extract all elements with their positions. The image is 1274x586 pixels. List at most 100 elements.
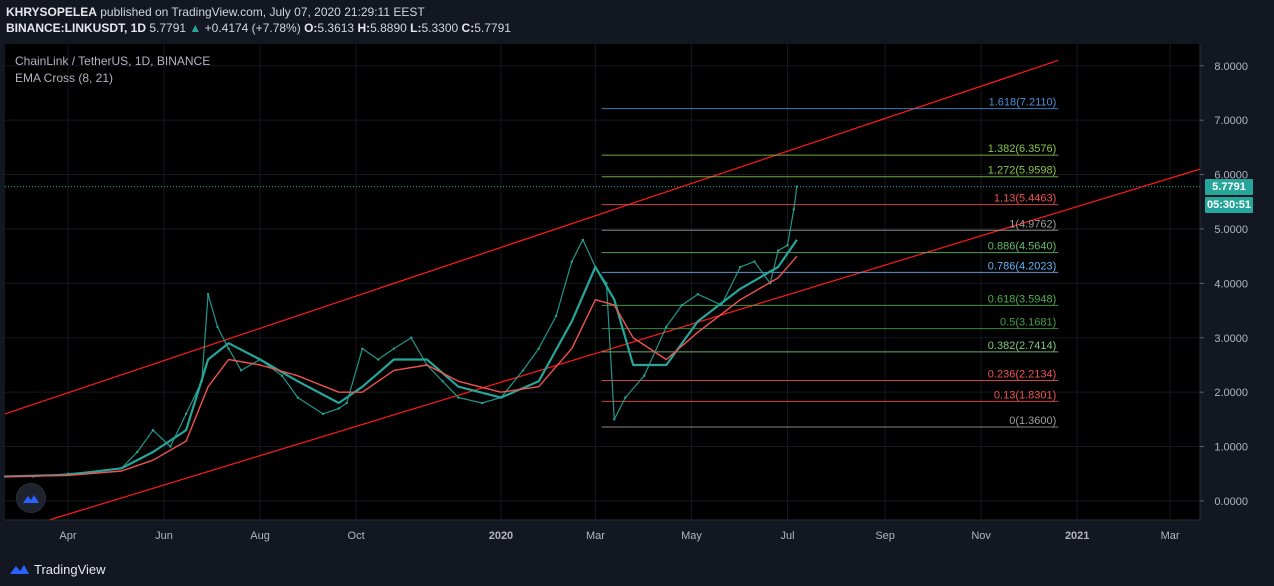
close-point — [613, 418, 616, 421]
close-point — [457, 396, 460, 399]
close-point — [280, 374, 284, 378]
fib-level-label: 0.886(4.5640) — [988, 241, 1057, 253]
x-tick-label: Mar — [586, 530, 605, 542]
close-point — [392, 347, 396, 350]
y-tick-label: 8.0000 — [1214, 61, 1248, 73]
y-tick-label: 3.0000 — [1214, 333, 1248, 345]
close-point — [795, 185, 799, 188]
publish-info: published on TradingView.com, July 07, 2… — [100, 5, 425, 19]
x-tick-label: Apr — [59, 530, 76, 542]
close-point — [537, 347, 540, 350]
price-axis[interactable]: 8.0000 7.0000 6.0000 5.0000 4.0000 3.0000 2.00… — [1199, 44, 1269, 552]
close-point — [680, 303, 684, 307]
close-point — [776, 249, 780, 252]
close-point — [570, 260, 573, 263]
last-value: 5.7791 — [149, 21, 187, 35]
x-tick-label: 2020 — [489, 530, 513, 542]
series-ema-21 — [4, 255, 798, 478]
close-point — [216, 325, 219, 329]
trendlines[interactable] — [4, 59, 1201, 521]
fib-level-label: 0.786(4.2023) — [988, 260, 1057, 272]
tradingview-logo-icon[interactable] — [8, 562, 29, 576]
high-value: 5.8890 — [370, 21, 407, 35]
legend-title[interactable]: ChainLink / TetherUS, 1D, BINANCE — [15, 54, 211, 68]
countdown-tag: 05:30:51 — [1205, 196, 1253, 213]
fib-level-label: 0.618(3.5948) — [988, 293, 1057, 305]
close-point — [786, 244, 789, 247]
x-tick-label: Jul — [780, 530, 794, 542]
open-label: O: — [304, 21, 318, 35]
close-label: C: — [461, 21, 475, 35]
y-tick-label: 4.0000 — [1214, 278, 1248, 290]
close-point — [753, 260, 756, 263]
ohlc-line: BINANCE:LINKUSDT, 1D 5.7791 ▲ +0.4174 (+… — [6, 20, 1268, 36]
close-point — [169, 445, 172, 448]
series-ema-8 — [4, 239, 798, 478]
close-point — [480, 401, 484, 405]
x-tick-label: Mar — [1161, 530, 1180, 542]
fib-level-label: 1.272(5.9598) — [988, 165, 1057, 177]
footer-brand[interactable]: TradingView — [34, 561, 106, 577]
close-point — [665, 325, 668, 329]
fib-level-label: 1(4.9762) — [1009, 218, 1056, 230]
fib-level-label: 1.618(7.2110) — [989, 97, 1057, 109]
y-tick-label: 7.0000 — [1214, 115, 1248, 127]
close-point — [643, 374, 646, 378]
series-close — [5, 186, 798, 478]
close-point — [441, 380, 444, 383]
close-point — [554, 314, 558, 318]
close-point — [337, 407, 340, 410]
close-point — [410, 336, 413, 339]
close-point — [239, 369, 243, 372]
close-point — [321, 412, 325, 416]
fib-level-label: 1.13(5.4463) — [994, 193, 1056, 205]
trendline-1[interactable] — [48, 168, 1201, 521]
change-value: +0.4174 (+7.78%) — [204, 21, 301, 35]
up-arrow-icon: ▲ — [189, 21, 202, 35]
close-point — [345, 401, 348, 405]
author-name[interactable]: KHRYSOPELEA — [6, 5, 97, 19]
time-axis-bg — [5, 520, 1200, 552]
x-tick-label: Oct — [348, 530, 365, 542]
x-tick-label: 2021 — [1065, 530, 1089, 542]
grid — [5, 44, 1200, 520]
chart-pane[interactable] — [5, 44, 1269, 552]
fib-level-label: 0.13(1.8301) — [994, 389, 1056, 401]
close-point — [624, 396, 627, 399]
chart-header: KHRYSOPELEA published on TradingView.com… — [6, 4, 1268, 36]
footer: TradingView — [8, 558, 106, 580]
tradingview-badge-icon[interactable] — [16, 483, 46, 513]
legend-indicator[interactable]: EMA Cross (8, 21) — [15, 71, 114, 85]
time-axis[interactable]: Apr Jun Aug Oct 2020 Mar May Jul Sep Nov 2021 Mar — [5, 519, 1200, 552]
fib-level-label: 0.236(2.2134) — [988, 369, 1057, 381]
fibonacci-levels[interactable]: 1.618(7.2110) 1.382(6.3576) 1.272(5.9598) 1… — [601, 97, 1059, 428]
y-tick-label: 0.0000 — [1214, 496, 1248, 508]
y-tick-label: 6.0000 — [1214, 170, 1248, 182]
close-point — [361, 347, 364, 350]
x-tick-label: Nov — [971, 530, 991, 542]
fib-level-label: 0.382(2.7414) — [988, 340, 1057, 352]
x-tick-label: Jun — [155, 530, 173, 542]
low-value: 5.3300 — [421, 21, 459, 35]
close-point — [521, 369, 525, 372]
x-tick-label: May — [681, 530, 702, 542]
close-point — [206, 293, 210, 296]
close-point — [151, 429, 155, 432]
last-price-tag: 5.7791 — [1205, 178, 1253, 195]
series-lines — [3, 185, 799, 478]
fib-level-label: 0(1.3600) — [1009, 415, 1056, 427]
fib-level-label: 0.5(3.1681) — [1000, 317, 1056, 329]
price-axis-bg — [1200, 44, 1269, 552]
y-tick-label: 5.0000 — [1214, 224, 1248, 236]
trendline-0[interactable] — [4, 59, 1059, 415]
publish-line: KHRYSOPELEA published on TradingView.com… — [6, 4, 1268, 20]
x-tick-label: Sep — [875, 530, 895, 542]
close-point — [136, 450, 139, 454]
y-tick-label: 1.0000 — [1214, 442, 1248, 454]
high-label: H: — [357, 21, 371, 35]
close-value: 5.7791 — [474, 21, 511, 35]
close-point — [376, 358, 380, 361]
close-point — [696, 293, 699, 296]
close-point — [792, 208, 795, 211]
